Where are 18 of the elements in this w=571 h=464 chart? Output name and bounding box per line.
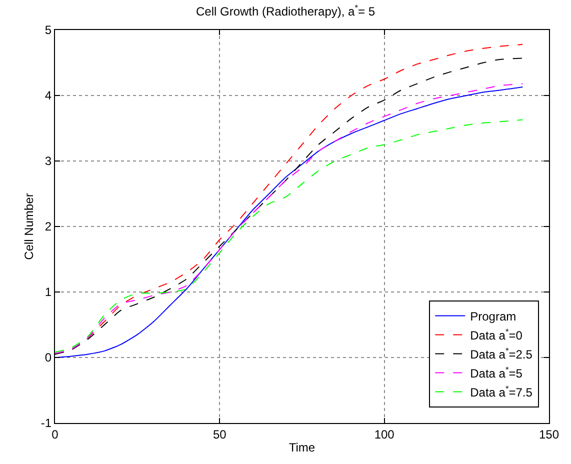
- x-tick-label: 50: [212, 427, 227, 442]
- y-tick-label: 5: [44, 23, 52, 38]
- y-tick-label: 1: [44, 285, 52, 300]
- legend-label: Program: [470, 309, 516, 324]
- x-axis-title: Time: [288, 440, 316, 454]
- x-tick-label: 100: [374, 427, 395, 442]
- y-tick-label: 3: [44, 154, 52, 168]
- chart-title: Cell Growth (Radiotherapy), a$^{*}$= 5: [196, 2, 376, 18]
- legend-label: Data a$^{*}$=0: [470, 326, 523, 342]
- y-tick-label: 2: [44, 220, 52, 234]
- legend-label: Data a$^{*}$=7.5: [470, 383, 533, 400]
- y-axis-title: Cell Number: [22, 193, 36, 260]
- legend-label: Data a$^{*}$=2.5: [470, 345, 533, 362]
- legend-label: Data a$^{*}$=5: [470, 364, 523, 380]
- y-tick-label: 4: [44, 88, 52, 103]
- x-tick-label: 150: [538, 427, 560, 442]
- y-tick-label: -1: [40, 416, 52, 430]
- y-tick-label: 0: [44, 350, 52, 365]
